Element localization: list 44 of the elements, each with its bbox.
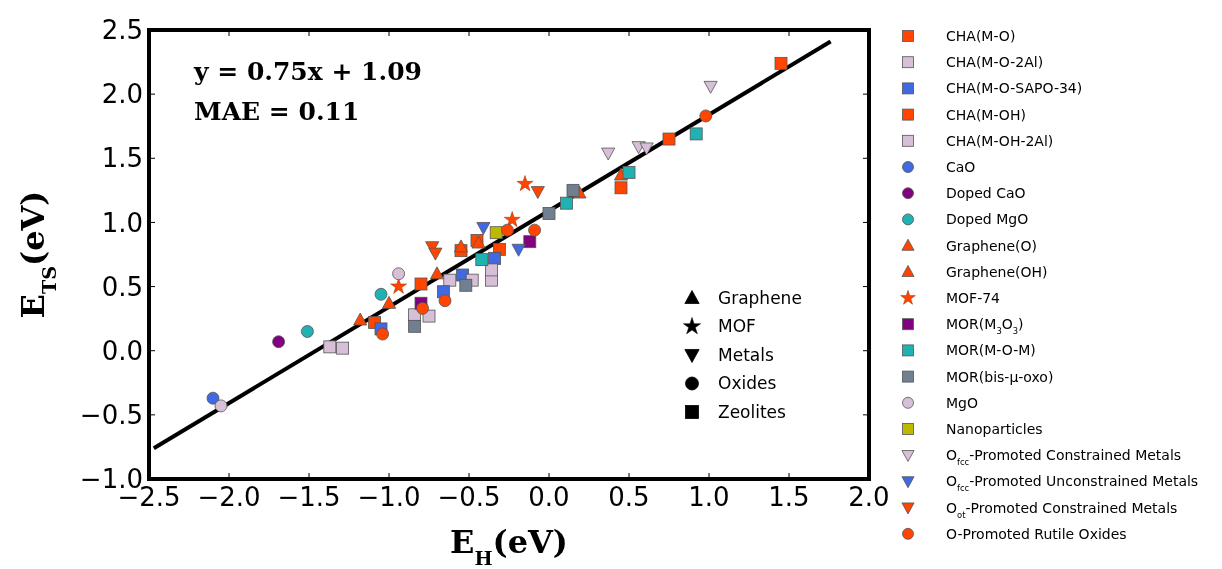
- legend-label: Doped CaO: [946, 185, 1026, 202]
- legend-label: Nanoparticles: [946, 420, 1043, 437]
- x-tick-label: 0.5: [608, 482, 650, 512]
- y-tick-label: 1.0: [101, 207, 143, 238]
- legend-label: CaO: [946, 158, 976, 175]
- legend-label: CHA(M-O-2Al): [946, 54, 1044, 71]
- annotation: Zeolites: [718, 401, 787, 422]
- annotation: Graphene: [718, 287, 802, 308]
- legend-label: CHA(M-OH): [946, 106, 1026, 123]
- y-tick-label: 0.5: [101, 271, 143, 302]
- legend-label: MOF-74: [946, 289, 1001, 306]
- x-tick-label: 1.5: [768, 482, 810, 512]
- legend-label: O$_{fcc}$-Promoted Constrained Metals: [946, 447, 1182, 468]
- legend-label: MOR(M-O-M): [946, 342, 1036, 359]
- x-tick-label: 0.0: [528, 482, 570, 512]
- legend-label: CHA(M-O-SAPO-34): [946, 80, 1083, 97]
- legend-label: MOR(bis-μ-oxo): [946, 368, 1054, 385]
- legend-label: O$_{ot}$-Promoted Constrained Metals: [946, 499, 1178, 520]
- legend-label: O$_{fcc}$-Promoted Unconstrained Metals: [946, 473, 1199, 494]
- legend-label: O-Promoted Rutile Oxides: [946, 525, 1127, 542]
- x-tick-label: −1.0: [357, 482, 421, 512]
- x-tick-label: 2.0: [848, 482, 890, 512]
- y-tick-label: 1.5: [101, 143, 143, 174]
- legend-label: Doped MgO: [946, 211, 1029, 228]
- annotation: Oxides: [718, 373, 777, 394]
- legend-label: CHA(M-OH-2Al): [946, 132, 1054, 149]
- y-tick-label: 0.0: [101, 335, 143, 366]
- y-tick-label: −0.5: [79, 399, 143, 430]
- annotation: Metals: [718, 344, 774, 365]
- x-tick-label: −1.5: [277, 482, 341, 512]
- x-tick-label: −0.5: [437, 482, 501, 512]
- legend-label: CHA(M-O): [946, 27, 1016, 44]
- legend-label: Graphene(O): [946, 237, 1037, 254]
- x-axis-title: E$_{H}$(eV): [450, 523, 568, 569]
- annotation: MAE = 0.11: [194, 97, 360, 126]
- legend-label: MgO: [946, 394, 978, 411]
- legend-label: Graphene(OH): [946, 263, 1048, 280]
- x-tick-label: 1.0: [688, 482, 730, 512]
- annotation: y = 0.75x + 1.09: [193, 57, 422, 86]
- annotation: MOF: [718, 316, 756, 337]
- x-tick-label: −2.0: [197, 482, 261, 512]
- legend-label: MOR(M$_{3}$O$_{3}$): [946, 316, 1024, 337]
- y-tick-label: 2.5: [101, 15, 143, 46]
- y-tick-label: 2.0: [101, 79, 143, 110]
